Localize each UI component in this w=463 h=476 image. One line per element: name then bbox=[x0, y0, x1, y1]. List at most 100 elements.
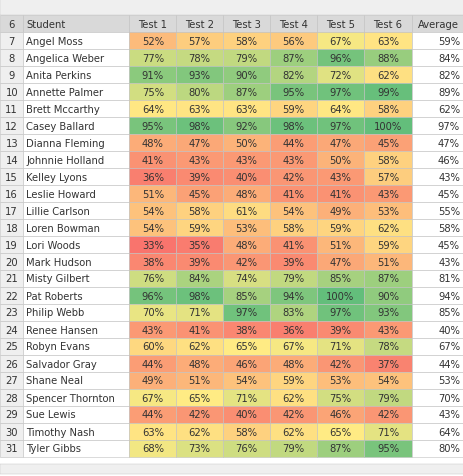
Bar bbox=[176, 101, 223, 118]
Text: 72%: 72% bbox=[328, 70, 350, 80]
Text: 35%: 35% bbox=[188, 240, 210, 250]
Bar bbox=[176, 169, 223, 186]
Text: 50%: 50% bbox=[235, 138, 257, 148]
Text: 98%: 98% bbox=[188, 291, 210, 301]
Text: 64%: 64% bbox=[437, 426, 459, 436]
Text: 41%: 41% bbox=[329, 189, 350, 199]
Text: 56%: 56% bbox=[282, 37, 304, 46]
Text: 82%: 82% bbox=[282, 70, 304, 80]
Text: 95%: 95% bbox=[376, 444, 398, 454]
Bar bbox=[412, 321, 463, 338]
Bar bbox=[412, 355, 463, 372]
Bar bbox=[316, 152, 363, 169]
Bar bbox=[363, 338, 412, 355]
Bar bbox=[269, 67, 316, 84]
Bar bbox=[223, 135, 269, 152]
Bar bbox=[223, 288, 269, 304]
Text: 71%: 71% bbox=[188, 308, 210, 318]
Text: 41%: 41% bbox=[142, 155, 163, 165]
Bar bbox=[129, 135, 176, 152]
Bar bbox=[24, 423, 129, 440]
Bar bbox=[316, 372, 363, 389]
Bar bbox=[363, 288, 412, 304]
Bar bbox=[269, 423, 316, 440]
Bar bbox=[269, 406, 316, 423]
Bar bbox=[412, 16, 463, 33]
Text: 58%: 58% bbox=[235, 37, 257, 46]
Bar bbox=[223, 203, 269, 219]
Text: 53%: 53% bbox=[329, 376, 350, 386]
Text: 87%: 87% bbox=[376, 274, 398, 284]
Text: 23: 23 bbox=[6, 308, 18, 318]
Text: 47%: 47% bbox=[437, 138, 459, 148]
Bar bbox=[363, 101, 412, 118]
Text: 93%: 93% bbox=[188, 70, 210, 80]
Bar bbox=[412, 237, 463, 253]
Bar bbox=[24, 50, 129, 67]
Bar bbox=[223, 186, 269, 203]
Bar bbox=[24, 304, 129, 321]
Text: 60%: 60% bbox=[142, 342, 163, 352]
Text: Johnnie Holland: Johnnie Holland bbox=[26, 155, 105, 165]
Text: 64%: 64% bbox=[329, 104, 350, 114]
Text: 58%: 58% bbox=[437, 223, 459, 233]
Text: 88%: 88% bbox=[376, 53, 398, 63]
Text: 96%: 96% bbox=[328, 53, 350, 63]
Text: 62%: 62% bbox=[282, 426, 304, 436]
Bar bbox=[223, 16, 269, 33]
Bar bbox=[412, 101, 463, 118]
Bar bbox=[363, 186, 412, 203]
Bar bbox=[412, 84, 463, 101]
Bar bbox=[129, 16, 176, 33]
Bar bbox=[0, 355, 24, 372]
Bar bbox=[176, 355, 223, 372]
Bar bbox=[412, 270, 463, 288]
Text: Kelley Lyons: Kelley Lyons bbox=[26, 172, 88, 182]
Bar bbox=[223, 101, 269, 118]
Text: 93%: 93% bbox=[376, 308, 398, 318]
Bar bbox=[176, 288, 223, 304]
Bar bbox=[269, 440, 316, 457]
Text: Leslie Howard: Leslie Howard bbox=[26, 189, 96, 199]
Text: 84%: 84% bbox=[188, 274, 210, 284]
Bar bbox=[176, 186, 223, 203]
Bar bbox=[363, 169, 412, 186]
Text: 85%: 85% bbox=[329, 274, 350, 284]
Text: 59%: 59% bbox=[328, 223, 350, 233]
Bar bbox=[24, 237, 129, 253]
Text: 67%: 67% bbox=[282, 342, 304, 352]
Bar bbox=[0, 338, 24, 355]
Bar bbox=[412, 50, 463, 67]
Text: 43%: 43% bbox=[376, 189, 398, 199]
Bar bbox=[0, 288, 24, 304]
Bar bbox=[412, 135, 463, 152]
Text: 58%: 58% bbox=[188, 206, 210, 216]
Bar bbox=[269, 135, 316, 152]
Text: 21: 21 bbox=[6, 274, 18, 284]
Text: 78%: 78% bbox=[376, 342, 398, 352]
Text: 12: 12 bbox=[6, 121, 18, 131]
Bar bbox=[24, 101, 129, 118]
Bar bbox=[223, 270, 269, 288]
Bar bbox=[316, 440, 363, 457]
Bar bbox=[176, 67, 223, 84]
Text: 94%: 94% bbox=[437, 291, 459, 301]
Bar bbox=[176, 440, 223, 457]
Text: 45%: 45% bbox=[437, 189, 459, 199]
Bar bbox=[316, 135, 363, 152]
Bar bbox=[129, 270, 176, 288]
Bar bbox=[363, 84, 412, 101]
Text: 59%: 59% bbox=[282, 104, 304, 114]
Text: 30: 30 bbox=[6, 426, 18, 436]
Bar bbox=[363, 219, 412, 237]
Bar bbox=[0, 50, 24, 67]
Text: 70%: 70% bbox=[437, 393, 459, 403]
Text: 45%: 45% bbox=[376, 138, 398, 148]
Bar bbox=[0, 135, 24, 152]
Bar bbox=[363, 372, 412, 389]
Text: 22: 22 bbox=[6, 291, 18, 301]
Text: 74%: 74% bbox=[235, 274, 257, 284]
Text: 39%: 39% bbox=[188, 257, 210, 267]
Bar bbox=[363, 270, 412, 288]
Bar bbox=[24, 16, 129, 33]
